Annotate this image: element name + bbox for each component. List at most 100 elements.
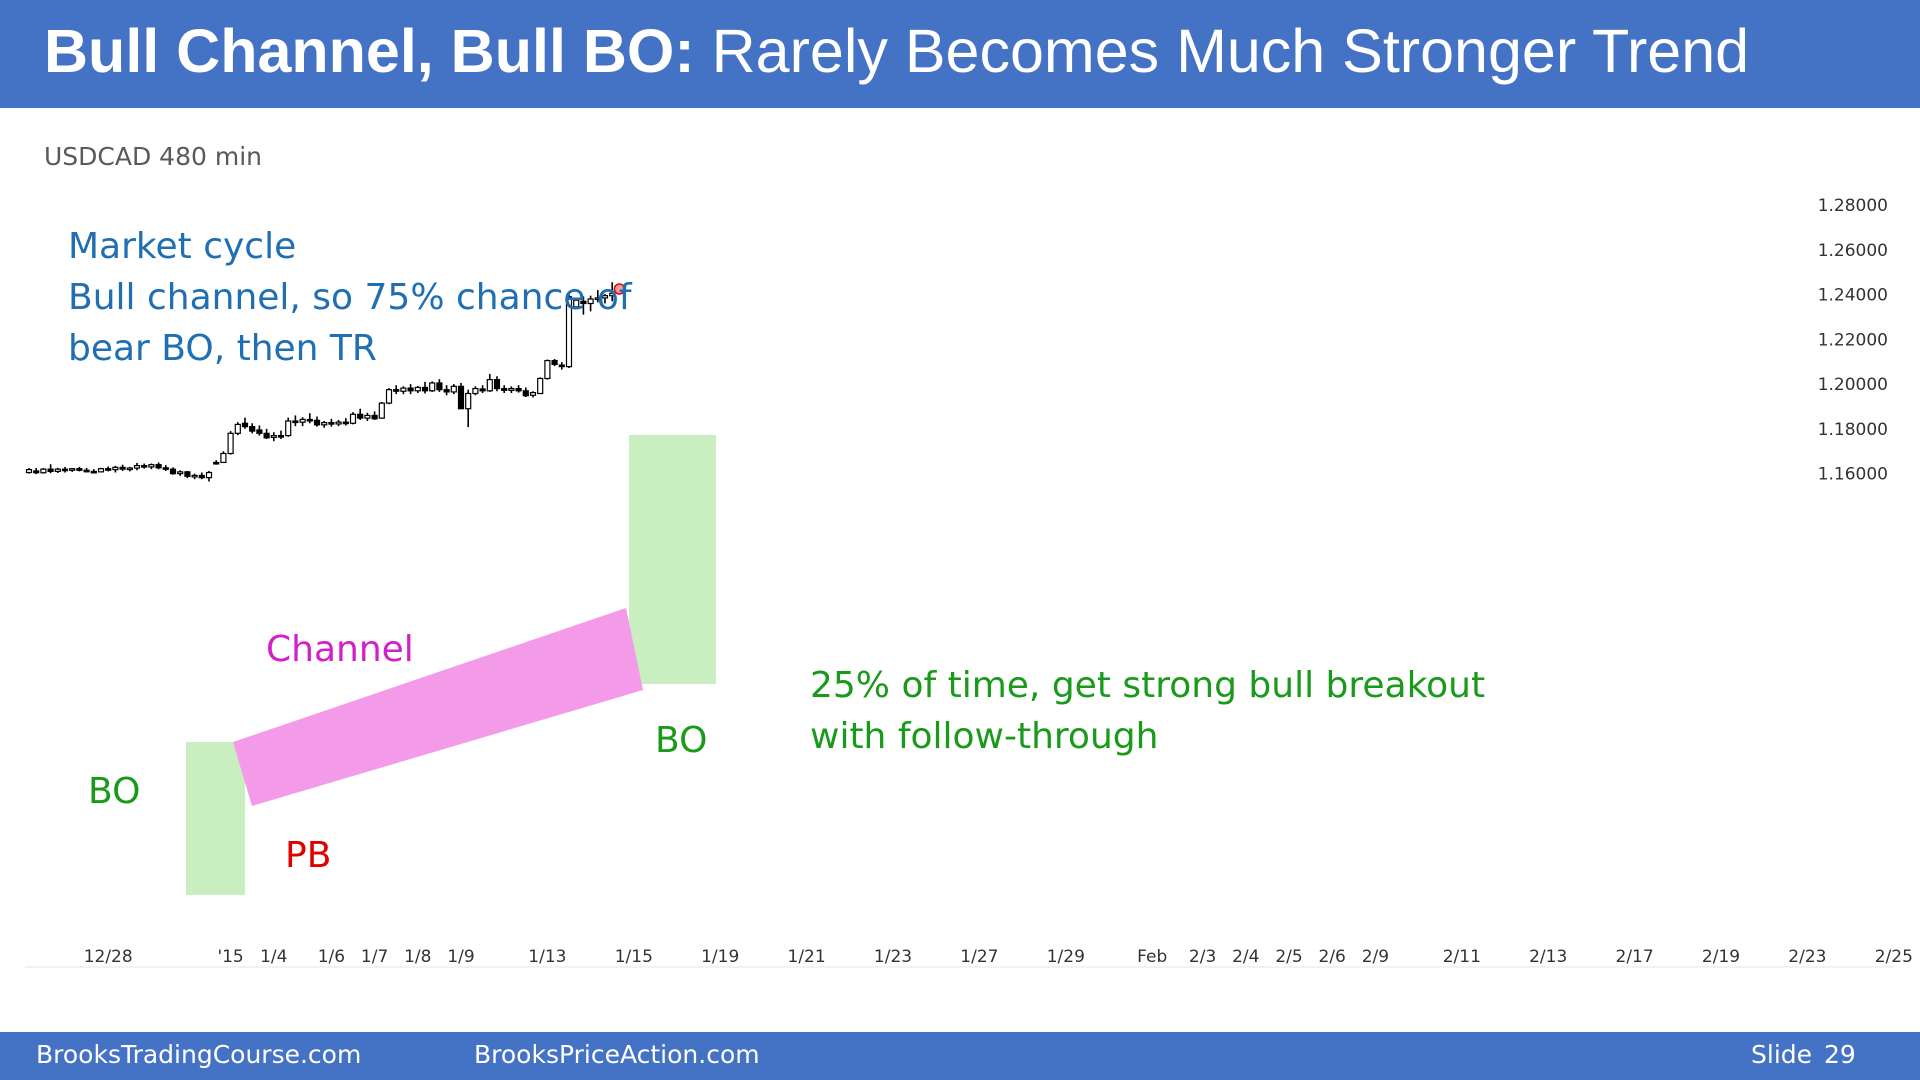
y-tick-label: 1.26000 — [1818, 241, 1888, 261]
bear-candle — [371, 414, 378, 420]
x-tick-label: 12/28 — [84, 947, 133, 967]
bull-candle — [429, 382, 436, 392]
y-tick-label: 1.16000 — [1818, 465, 1888, 485]
footer-left-link[interactable]: BrooksTradingCourse.com — [36, 1040, 362, 1069]
x-tick-label: 2/17 — [1616, 947, 1654, 967]
bull-candle — [69, 468, 76, 471]
x-tick-label: 1/23 — [874, 947, 912, 967]
bear-candle — [241, 422, 249, 428]
slide-title: Bull Channel, Bull BO: Rarely Becomes Mu… — [44, 16, 1749, 86]
y-tick-label: 1.20000 — [1818, 375, 1888, 395]
market-cycle-line-1: Market cycle — [68, 226, 296, 267]
y-tick-label: 1.22000 — [1818, 330, 1888, 350]
slide-title-rest: Rarely Becomes Much Stronger Trend — [711, 17, 1750, 85]
x-tick-label: 2/9 — [1362, 947, 1389, 967]
bear-candle — [263, 432, 270, 439]
bear-candle — [76, 468, 83, 471]
bear-candle — [83, 469, 90, 473]
bull-candle — [364, 414, 371, 419]
bear-candle — [342, 421, 349, 425]
bull-candle — [573, 299, 580, 308]
strong-bo-line-2: with follow-through — [810, 716, 1158, 757]
x-tick-label: Feb — [1137, 947, 1167, 967]
bull-candle — [148, 464, 155, 468]
x-tick-label: 2/13 — [1529, 947, 1567, 967]
bo-left-label: BO — [88, 771, 140, 812]
bear-candle — [407, 387, 414, 392]
bull-candle — [508, 387, 515, 391]
y-tick-label: 1.24000 — [1818, 286, 1888, 306]
bull-candle — [299, 418, 306, 423]
price-chart: 1.28000 1.26000 1.24000 1.22000 1.20000 1.180… — [25, 196, 1913, 968]
bull-candle — [270, 434, 277, 438]
bear-candle — [457, 385, 465, 410]
bear-candle — [213, 461, 220, 465]
x-tick-label: 2/3 — [1189, 947, 1216, 967]
bull-candle — [40, 468, 47, 474]
bull-candle — [205, 471, 213, 479]
x-tick-label: 1/4 — [260, 947, 287, 967]
bear-candle — [169, 468, 177, 475]
x-tick-label: 1/8 — [404, 947, 431, 967]
bull-candle — [529, 391, 537, 396]
y-tick-label: 1.18000 — [1818, 420, 1888, 440]
bull-candle — [177, 471, 184, 475]
bear-candle — [306, 418, 313, 422]
bull-candle — [25, 469, 33, 474]
bear-candle — [515, 387, 522, 392]
x-tick-label: 1/13 — [528, 947, 566, 967]
footer-mid-link[interactable]: BrooksPriceAction.com — [474, 1040, 760, 1069]
pb-label: PB — [285, 835, 331, 876]
bo-right-label: BO — [655, 720, 707, 761]
bear-candle — [393, 389, 400, 392]
slide-label: Slide — [1751, 1040, 1813, 1069]
last-price-marker — [613, 283, 626, 295]
bear-candle — [522, 390, 529, 397]
x-tick-label: 1/7 — [361, 947, 388, 967]
bear-candle — [61, 468, 69, 472]
bear-candle — [198, 474, 205, 479]
footer-bar: BrooksTradingCourse.com BrooksPriceActio… — [0, 1032, 1920, 1080]
bear-candle — [292, 420, 299, 424]
slide-title-bold: Bull Channel, Bull BO: — [44, 17, 695, 85]
bull-candle — [126, 467, 133, 471]
x-tick-label: 2/11 — [1443, 947, 1481, 967]
bull-candle — [191, 474, 198, 478]
symbol-label: USDCAD 480 min — [44, 142, 262, 171]
strong-bo-line-1: 25% of time, get strong bull breakout — [810, 665, 1485, 706]
bear-candle — [580, 300, 587, 305]
x-tick-label: 1/9 — [447, 947, 474, 967]
bear-candle — [249, 426, 256, 432]
bear-candle — [33, 470, 40, 474]
bull-candle — [227, 432, 234, 455]
x-tick-label: 2/5 — [1275, 947, 1302, 967]
bo-zone-right — [629, 435, 716, 684]
bull-candle — [450, 385, 457, 393]
bear-candle — [501, 387, 508, 391]
x-tick-label: 1/21 — [788, 947, 826, 967]
bull-candle — [414, 386, 421, 392]
bull-candle — [385, 389, 393, 404]
bear-candle — [558, 364, 565, 368]
y-tick-label: 1.28000 — [1818, 196, 1888, 216]
x-tick-label: 1/29 — [1047, 947, 1085, 967]
bear-candle — [328, 421, 335, 425]
x-tick-label: 2/4 — [1232, 947, 1259, 967]
x-tick-label: 2/23 — [1788, 947, 1826, 967]
bo-zone-left — [186, 742, 245, 895]
bear-candle — [155, 464, 162, 469]
bull-candle — [349, 413, 357, 424]
bull-candle — [465, 392, 472, 410]
title-bar: Bull Channel, Bull BO: Rarely Becomes Mu… — [0, 0, 1920, 108]
x-tick-label: 2/6 — [1319, 947, 1346, 967]
channel-label: Channel — [266, 629, 414, 670]
bull-candle — [54, 468, 61, 472]
x-tick-label: '15 — [217, 947, 243, 967]
market-cycle-line-2: Bull channel, so 75% chance of — [68, 277, 633, 318]
bear-candle — [421, 386, 429, 392]
bull-candle — [537, 377, 544, 395]
bull-candle — [601, 295, 609, 299]
bear-candle — [313, 419, 321, 426]
channel-zone — [233, 608, 643, 806]
bear-candle — [47, 468, 54, 472]
